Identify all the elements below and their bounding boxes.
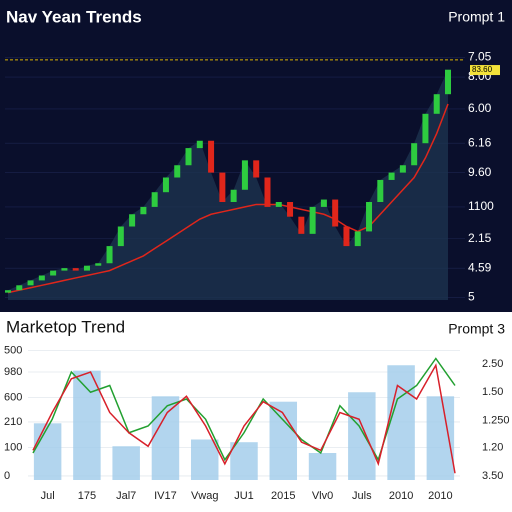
candle	[422, 113, 429, 144]
bar	[151, 396, 180, 480]
x-tick-label: JU1	[234, 490, 254, 502]
bar	[33, 423, 62, 480]
bar	[230, 442, 258, 480]
reference-label: 83.60	[472, 65, 493, 74]
x-tick-label: 2010	[428, 490, 452, 502]
candle	[309, 206, 316, 234]
y2-tick-label: 1.50	[482, 386, 503, 398]
candle	[5, 290, 11, 293]
candle	[83, 265, 90, 271]
bar	[190, 439, 219, 480]
candle	[196, 140, 203, 149]
y-tick-label: 5	[468, 290, 475, 304]
candle	[219, 172, 226, 202]
x-tick-label: Jul	[41, 490, 55, 502]
candle	[151, 192, 158, 207]
bar	[308, 453, 337, 480]
candle	[366, 202, 373, 232]
candle	[264, 177, 271, 207]
bar	[348, 392, 376, 480]
candle	[433, 94, 440, 114]
x-tick-label: 2010	[389, 490, 413, 502]
candle	[320, 199, 327, 207]
candle	[72, 268, 79, 271]
y-tick-label: 0	[4, 470, 10, 482]
x-tick-label: Juls	[352, 490, 372, 502]
candle	[388, 172, 395, 180]
x-tick-label: IV17	[154, 490, 177, 502]
bar	[387, 365, 415, 480]
x-tick-label: 2015	[271, 490, 295, 502]
y-tick-label: 6.00	[468, 101, 492, 115]
candle	[354, 231, 361, 247]
candle	[399, 165, 406, 173]
y-tick-label: 7.05	[468, 50, 492, 64]
y2-tick-label: 1.250	[482, 415, 510, 427]
line-series	[32, 363, 456, 474]
candle	[275, 202, 282, 207]
candle	[230, 189, 237, 202]
y-tick-label: 980	[4, 366, 22, 378]
candle	[208, 140, 215, 173]
candle	[129, 214, 136, 227]
y-tick-label: 4.59	[468, 260, 492, 274]
y2-tick-label: 3.50	[482, 470, 503, 482]
y-tick-label: 2.15	[468, 231, 492, 245]
candle	[411, 143, 418, 166]
x-tick-label: Vwag	[191, 490, 219, 502]
x-tick-label: 175	[78, 490, 96, 502]
y-tick-label: 6.16	[468, 135, 492, 149]
candle	[95, 263, 102, 266]
candle	[377, 179, 384, 202]
candle	[117, 226, 124, 247]
x-tick-label: Jal7	[116, 490, 136, 502]
candle	[332, 199, 339, 227]
reference-tag	[470, 65, 500, 76]
candle	[174, 165, 181, 178]
candle	[185, 148, 192, 166]
candle	[241, 160, 248, 190]
y-tick-label: 100	[4, 442, 22, 454]
title: Marketop Trend	[6, 317, 125, 336]
subtitle: Prompt 3	[448, 321, 505, 337]
y-tick-label: 1100	[468, 199, 494, 213]
candle	[50, 270, 57, 276]
candle	[16, 285, 23, 291]
candle	[38, 275, 45, 281]
candle	[445, 69, 451, 95]
y2-tick-label: 1.20	[482, 442, 503, 454]
y2-tick-label: 2.50	[482, 358, 503, 370]
bar	[73, 370, 101, 480]
x-tick-label: Vlv0	[312, 490, 333, 502]
title: Nav Yean Trends	[6, 7, 142, 26]
y-tick-label: 500	[4, 344, 22, 356]
y-tick-label: 9.60	[468, 165, 492, 179]
candle	[61, 268, 68, 271]
candle	[343, 226, 350, 247]
y-tick-label: 210	[4, 416, 22, 428]
candle	[162, 177, 169, 193]
candle	[140, 206, 147, 215]
candle	[106, 246, 113, 264]
candle	[27, 280, 34, 286]
subtitle: Prompt 1	[448, 9, 505, 25]
moving-average	[7, 103, 449, 294]
y-tick-label: 600	[4, 392, 22, 404]
candle	[253, 160, 260, 178]
candle	[298, 216, 305, 234]
candle	[287, 202, 294, 217]
bar	[112, 446, 140, 480]
bar	[426, 396, 455, 480]
